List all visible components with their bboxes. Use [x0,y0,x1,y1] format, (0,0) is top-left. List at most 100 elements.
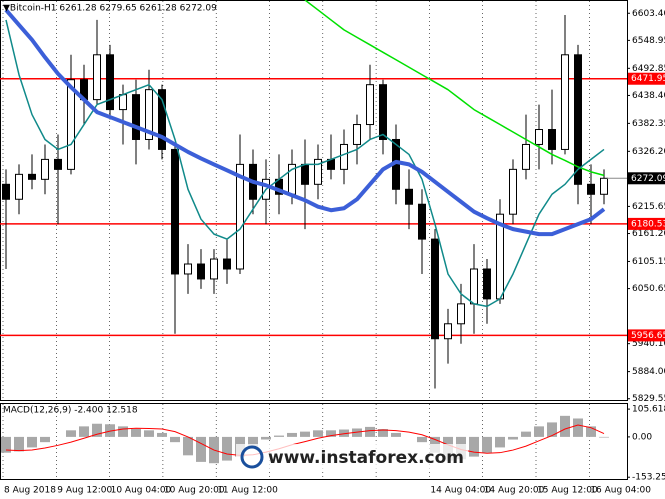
y-tick-label: 5884.00 [632,367,665,377]
macd-bar [391,432,401,437]
x-tick-label: 14 Aug 04:00 [430,486,491,496]
x-tick-label: 16 Aug 04:00 [590,486,651,496]
candle-body [405,188,413,205]
macd-bar [274,435,284,437]
y-tick-label: 6382.35 [632,119,665,129]
macd-bar [144,430,154,437]
candle-body [431,238,439,340]
level-label-bg [628,329,665,342]
watermark-text: www.instaforex.com [268,448,464,468]
candle-body [93,54,101,101]
macd-bar [586,426,596,437]
macd-bar [287,432,297,437]
candle-body [574,54,582,185]
x-tick-label: 8 Aug 2018 [4,486,56,496]
y-tick-label: 6105.15 [632,257,665,267]
macd-bar [66,430,76,437]
candle-body [223,258,231,270]
x-tick-label: 15 Aug 12:00 [537,486,598,496]
candle-body [561,54,569,150]
y-tick-label: 5829.55 [632,394,665,404]
x-tick-label: 11 Aug 12:00 [217,486,278,496]
candle-body [470,268,478,305]
y-tick-label: -153.252 [632,473,665,483]
macd-bar [378,429,388,437]
macd-bar [92,423,102,437]
y-tick-label: 5940.10 [632,339,665,349]
macd-bar [131,429,141,437]
level-label-bg [628,72,665,85]
x-tick-label: 10 Aug 04:00 [111,486,172,496]
macd-bar [118,426,128,437]
level-label: 6471.95 [631,74,665,84]
y-tick-label: 6050.65 [632,284,665,294]
x-tick-label: 10 Aug 20:00 [164,486,225,496]
macd-bar [300,431,310,437]
indicator-line [4,8,606,237]
indicator-line [5,19,605,308]
candle-body [119,94,127,111]
last-price-label: 6272.09 [631,174,665,184]
macd-title: MACD(12,26,9) -2.400 12.518 [3,406,138,416]
candle-body [509,168,517,215]
watermark-bg [236,444,468,470]
macd-bar [482,436,492,453]
candle-body [535,129,543,145]
macd-bar [27,436,37,448]
y-tick-label: 6438.40 [632,91,665,101]
candle-body [171,148,179,275]
y-tick-label: 6492.85 [632,64,665,74]
y-tick-label: 6215.65 [632,202,665,212]
candle-body [353,124,361,145]
macd-bar [352,428,362,437]
candle-body [548,129,556,150]
candle-body [418,203,426,240]
watermark-logo [240,445,264,469]
candle-body [366,84,374,126]
y-tick-label: 6161.20 [632,229,665,239]
candle-body [184,263,192,275]
signal-line [5,424,605,456]
macd-bar [1,436,11,453]
macd-bar [339,429,349,437]
candle-body [314,158,322,185]
candle-body [210,258,218,280]
macd-bar [79,426,89,437]
candle-body [379,84,387,140]
candle-body [15,173,23,200]
macd-bar [547,422,557,437]
candle-body [483,268,491,300]
y-tick-label: 6326.20 [632,147,665,157]
macd-bar [170,436,180,443]
macd-bar [508,436,518,440]
candle-body [28,173,36,180]
macd-bar [326,430,336,437]
candle-body [54,158,62,170]
candle-body [145,89,153,140]
level-label: 5956.65 [631,331,665,341]
level-label-bg [628,217,665,230]
level-label: 6180.53 [631,219,665,229]
x-tick-label: 9 Aug 12:00 [57,486,112,496]
chart-title: ▼Bitcoin-H1 6261.28 6279.65 6261.28 6272… [3,4,217,14]
candle-body [587,183,595,195]
macd-bar [183,436,193,456]
macd-bar [40,436,50,443]
macd-bar [248,436,258,448]
macd-bar [534,426,544,437]
macd-bar [313,430,323,437]
indicator-line [304,0,605,177]
watermark: www.instaforex.com [236,444,468,470]
y-tick-label: 105.618 [632,405,665,415]
macd-bar [495,436,505,448]
y-tick-label: 6603.40 [632,9,665,19]
candle-body [41,158,49,180]
x-tick-label: 14 Aug 20:00 [484,486,545,496]
candle-body [236,163,244,270]
macd-bar [521,431,531,437]
candle-body [2,183,10,200]
macd-bar [365,426,375,437]
macd-bar [261,436,271,440]
